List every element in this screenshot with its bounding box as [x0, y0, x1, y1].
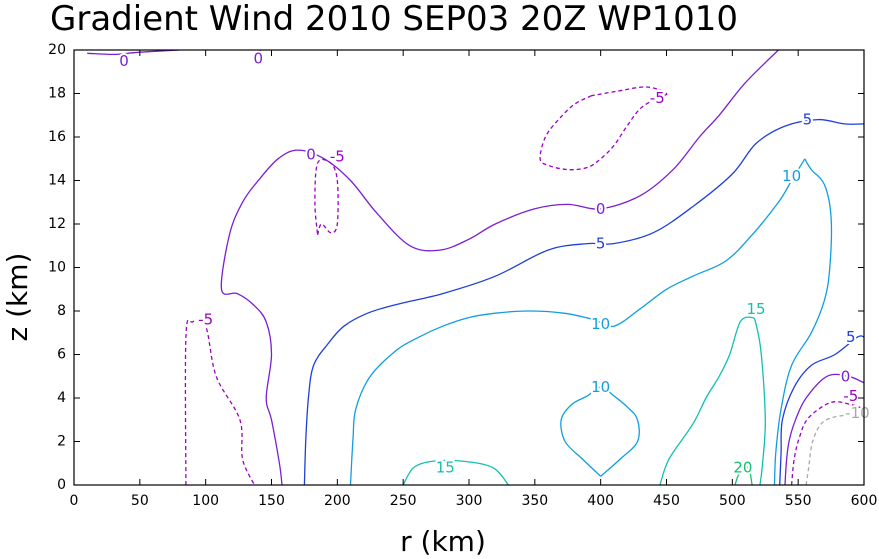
contour-label: 0: [254, 50, 264, 68]
contour-label: 10: [591, 315, 610, 333]
contour-line-minus10: [805, 414, 864, 485]
x-tick-label: 400: [587, 493, 614, 509]
contour-label: 5: [846, 328, 856, 346]
contour-line-0: [784, 373, 864, 485]
contour-line-minus5: [539, 86, 668, 171]
contour-label: 15: [436, 459, 455, 477]
x-tick-label: 600: [851, 493, 878, 509]
contour-label: -5: [650, 89, 665, 107]
y-axis: 0 2 4 6 8 10 12 14 16 18 20: [48, 42, 864, 493]
contour-label: -10: [845, 404, 870, 422]
contour-line-15: [402, 459, 510, 485]
contour-label: 5: [803, 111, 813, 129]
contour-label: -5: [330, 148, 345, 166]
y-axis-label: z (km): [1, 253, 34, 342]
y-tick-label: 2: [57, 434, 66, 450]
x-tick-label: 100: [192, 493, 219, 509]
x-axis: 0 50 100 150 200 250 300 350 400 450 500 550 600: [70, 50, 878, 509]
x-tick-label: 300: [456, 493, 483, 509]
y-tick-label: 4: [57, 390, 66, 406]
y-tick-label: 16: [48, 129, 66, 145]
contour-line-5: [779, 335, 864, 485]
contour-label: 0: [119, 52, 129, 70]
contour-line-10: [773, 158, 833, 485]
contour-line-20: [734, 466, 753, 485]
y-tick-label: 12: [48, 216, 66, 232]
x-tick-label: 550: [785, 493, 812, 509]
x-tick-label: 500: [719, 493, 746, 509]
contour-line-5: [303, 118, 864, 485]
contour-label: 10: [591, 378, 610, 396]
contour-label: 0: [841, 367, 851, 385]
contour-label: 0: [306, 145, 316, 163]
contour-line-10: [349, 158, 806, 485]
contour-label: -5: [843, 387, 858, 405]
x-tick-label: 150: [258, 493, 285, 509]
contour-line-minus5: [790, 400, 864, 485]
contour-label: 20: [733, 459, 752, 477]
x-tick-label: 0: [70, 493, 79, 509]
contour-line-0: [87, 50, 180, 56]
x-tick-label: 450: [653, 493, 680, 509]
contour-line-minus5: [314, 158, 339, 236]
contour-label: 15: [746, 300, 765, 318]
y-tick-label: 10: [48, 260, 66, 276]
plot-frame: [73, 49, 865, 486]
y-tick-label: 6: [57, 347, 66, 363]
x-tick-label: 350: [521, 493, 548, 509]
x-tick-label: 250: [390, 493, 417, 509]
x-tick-label: 200: [324, 493, 351, 509]
y-tick-label: 8: [57, 303, 66, 319]
contour-label: 10: [782, 167, 801, 185]
y-tick-label: 20: [48, 42, 66, 58]
y-tick-label: 14: [48, 173, 66, 189]
contour-label: -5: [198, 311, 213, 329]
chart-title: Gradient Wind 2010 SEP03 20Z WP1010: [50, 0, 738, 39]
x-axis-label: r (km): [400, 525, 486, 558]
x-tick-label: 50: [131, 493, 149, 509]
contour-line-0: [220, 50, 779, 485]
contour-lines: [87, 50, 864, 485]
y-tick-label: 0: [57, 477, 66, 493]
contour-line-10: [560, 386, 640, 477]
contour-line-minus5: [184, 319, 255, 485]
contour-label: 5: [596, 235, 606, 253]
y-tick-label: 18: [48, 86, 66, 102]
contour-line-15: [659, 316, 766, 485]
contour-label: 0: [596, 200, 606, 218]
